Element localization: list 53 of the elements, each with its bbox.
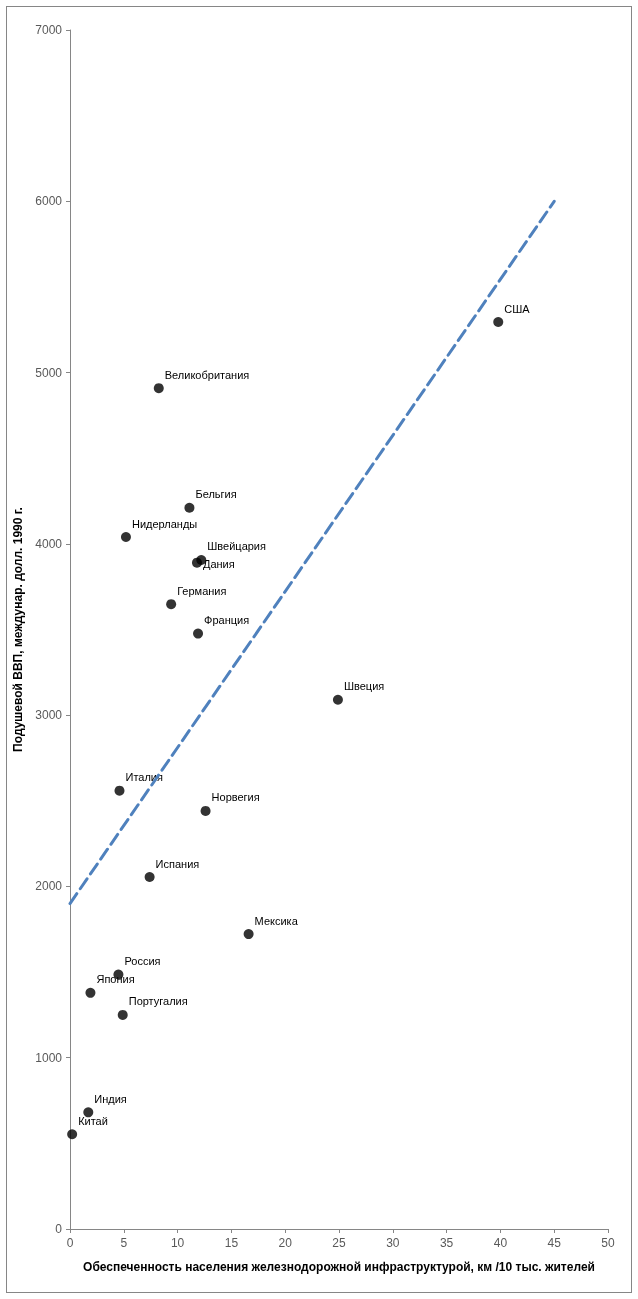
x-tick-label: 50 — [601, 1236, 615, 1250]
y-tick-label: 6000 — [35, 194, 63, 209]
x-axis-title: Обеспеченность населения железнодорожной инфраструктурой, км /10 тыс. жителей — [83, 1260, 595, 1274]
y-tick-label: 2000 — [35, 879, 63, 894]
point — [493, 317, 504, 328]
point — [332, 694, 343, 705]
y-tick-label: 0 — [55, 1222, 63, 1236]
point — [184, 502, 195, 513]
x-tick-label: 35 — [439, 1236, 454, 1250]
point — [166, 599, 177, 610]
x-tick-label: 40 — [493, 1236, 508, 1250]
point — [191, 557, 202, 568]
point — [67, 1129, 78, 1140]
y-tick-label: 3000 — [35, 708, 63, 723]
annotation: Нидерланды — [131, 517, 198, 530]
x-tick-label: 10 — [170, 1236, 185, 1250]
x-tick-label: 15 — [224, 1236, 239, 1250]
annotation: Норвегия — [211, 791, 260, 804]
annotation: Франция — [204, 614, 250, 627]
point — [200, 805, 211, 816]
annotation: Великобритания — [164, 368, 250, 381]
x-tick-label: 0 — [66, 1236, 74, 1250]
point — [85, 987, 96, 998]
point — [83, 1107, 94, 1118]
annotation: Индия — [94, 1092, 127, 1105]
y-axis-title: Подушевой ВВП, междунар. долл. 1990 г. — [11, 507, 26, 752]
x-tick-label: 25 — [332, 1236, 346, 1250]
annotation: Китай — [78, 1114, 108, 1127]
annotation: Дания — [202, 558, 235, 571]
annotation: Россия — [124, 954, 161, 967]
point — [243, 929, 254, 940]
point — [193, 628, 204, 639]
annotation: Германия — [177, 584, 227, 597]
x-tick-label: 45 — [547, 1236, 562, 1250]
y-tick-label: 1000 — [35, 1050, 63, 1065]
point — [114, 785, 125, 796]
annotation: Швейцария — [207, 540, 267, 553]
x-tick-label: 5 — [120, 1236, 128, 1250]
y-tick-label: 7000 — [35, 23, 63, 37]
annotation: Швеция — [343, 680, 385, 693]
annotation: США — [504, 302, 531, 315]
annotation: Бельгия — [195, 488, 237, 501]
annotation: Испания — [155, 857, 200, 870]
annotation: Мексика — [254, 914, 299, 927]
annotation: Португалия — [128, 995, 188, 1008]
point — [144, 872, 155, 883]
y-tick-label: 5000 — [35, 365, 63, 380]
point — [153, 383, 164, 394]
y-tick-label: 4000 — [35, 536, 63, 551]
x-tick-label: 30 — [386, 1236, 400, 1250]
point — [117, 1009, 128, 1020]
point — [120, 532, 131, 542]
x-tick-label: 20 — [278, 1236, 293, 1250]
